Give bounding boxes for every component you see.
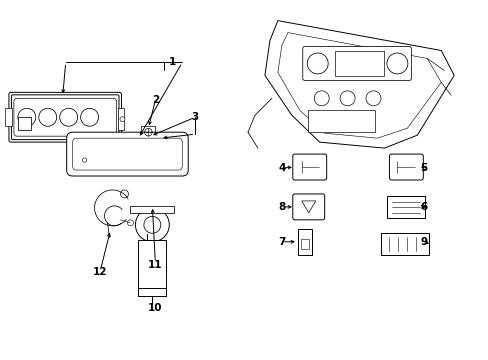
FancyBboxPatch shape [302, 46, 410, 80]
Text: 9: 9 [420, 237, 427, 247]
Text: 12: 12 [93, 267, 107, 276]
Text: 5: 5 [420, 163, 427, 173]
FancyBboxPatch shape [388, 154, 423, 180]
Bar [18, 117, 31, 130]
FancyBboxPatch shape [14, 98, 116, 136]
Text: 8: 8 [278, 202, 285, 212]
Bar [300, 239, 308, 249]
Text: 10: 10 [148, 302, 163, 312]
Bar [381, 233, 428, 255]
Text: 7: 7 [278, 237, 285, 247]
Circle shape [120, 117, 125, 122]
Bar [307, 110, 375, 132]
FancyBboxPatch shape [292, 154, 326, 180]
Bar [118, 108, 124, 130]
Bar [5, 108, 12, 126]
Bar [297, 229, 311, 255]
Bar [130, 206, 174, 213]
Bar [334, 50, 384, 76]
FancyBboxPatch shape [11, 95, 119, 140]
Text: 6: 6 [420, 202, 427, 212]
Bar [138, 240, 166, 288]
Text: 4: 4 [278, 163, 285, 173]
Text: 3: 3 [191, 112, 199, 122]
Text: 11: 11 [148, 260, 163, 270]
Bar [386, 196, 425, 218]
FancyBboxPatch shape [73, 138, 182, 170]
Text: 1: 1 [168, 58, 176, 67]
FancyBboxPatch shape [9, 92, 121, 142]
Text: 2: 2 [151, 95, 159, 105]
FancyBboxPatch shape [66, 132, 188, 176]
FancyBboxPatch shape [292, 194, 324, 220]
